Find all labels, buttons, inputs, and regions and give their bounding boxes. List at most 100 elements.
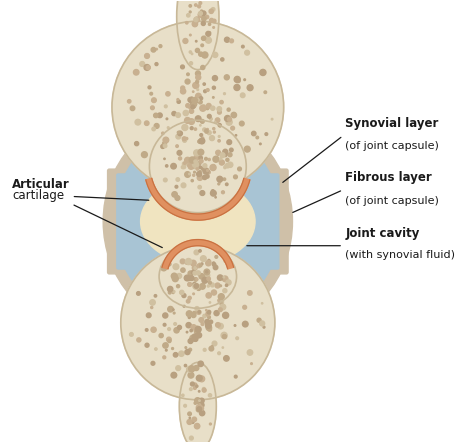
Circle shape	[228, 162, 233, 167]
Circle shape	[201, 66, 205, 70]
Circle shape	[265, 133, 268, 136]
Circle shape	[208, 316, 210, 319]
Circle shape	[190, 127, 193, 130]
Circle shape	[195, 330, 200, 334]
Circle shape	[135, 142, 139, 146]
Circle shape	[146, 313, 151, 318]
Circle shape	[218, 352, 220, 354]
Circle shape	[200, 97, 203, 100]
Text: Articular: Articular	[12, 178, 70, 190]
Circle shape	[215, 197, 216, 198]
Circle shape	[216, 323, 220, 327]
Circle shape	[209, 281, 211, 284]
Circle shape	[220, 285, 221, 287]
Circle shape	[231, 113, 237, 118]
Circle shape	[187, 370, 188, 371]
Circle shape	[203, 128, 206, 132]
Circle shape	[190, 335, 196, 341]
Circle shape	[184, 117, 191, 123]
Circle shape	[213, 52, 218, 58]
Circle shape	[178, 131, 182, 136]
Circle shape	[240, 93, 245, 97]
Circle shape	[203, 164, 207, 168]
Circle shape	[194, 17, 200, 22]
Circle shape	[173, 291, 175, 293]
Circle shape	[188, 163, 194, 169]
Circle shape	[196, 375, 202, 381]
Circle shape	[192, 174, 195, 176]
Circle shape	[201, 256, 206, 261]
Circle shape	[184, 275, 190, 281]
Circle shape	[214, 121, 216, 123]
Circle shape	[196, 336, 197, 338]
Circle shape	[224, 356, 229, 361]
Circle shape	[245, 51, 249, 55]
Circle shape	[168, 339, 171, 342]
Circle shape	[176, 366, 181, 370]
Circle shape	[204, 90, 207, 93]
Circle shape	[192, 21, 198, 27]
Circle shape	[181, 65, 184, 69]
Circle shape	[208, 114, 211, 118]
Circle shape	[137, 291, 140, 295]
Circle shape	[215, 256, 218, 258]
Circle shape	[184, 404, 186, 407]
Circle shape	[145, 343, 149, 347]
FancyBboxPatch shape	[108, 169, 123, 274]
Circle shape	[198, 140, 202, 144]
Circle shape	[217, 176, 223, 182]
Circle shape	[221, 191, 224, 194]
Circle shape	[201, 22, 205, 26]
Circle shape	[219, 294, 224, 299]
Circle shape	[189, 51, 191, 53]
Circle shape	[177, 151, 182, 155]
Circle shape	[208, 260, 210, 261]
Circle shape	[163, 137, 169, 143]
Circle shape	[218, 299, 224, 304]
Circle shape	[159, 334, 163, 338]
Circle shape	[244, 79, 246, 81]
Text: Fibrous layer: Fibrous layer	[345, 171, 432, 184]
Circle shape	[180, 259, 185, 264]
Circle shape	[151, 307, 153, 308]
Circle shape	[226, 119, 232, 125]
Text: (of joint capsule): (of joint capsule)	[345, 196, 439, 206]
Circle shape	[199, 318, 204, 323]
Circle shape	[196, 75, 201, 80]
Circle shape	[215, 283, 220, 288]
Circle shape	[219, 136, 220, 137]
Circle shape	[199, 403, 201, 404]
Circle shape	[196, 278, 198, 280]
Circle shape	[130, 106, 135, 111]
Circle shape	[197, 89, 199, 90]
Circle shape	[227, 140, 232, 144]
Circle shape	[197, 264, 201, 268]
Circle shape	[195, 40, 197, 42]
Circle shape	[202, 105, 206, 109]
Circle shape	[191, 260, 196, 266]
Circle shape	[163, 356, 166, 359]
Circle shape	[200, 284, 205, 289]
Circle shape	[192, 163, 197, 168]
Circle shape	[150, 93, 153, 95]
Circle shape	[212, 19, 216, 23]
Circle shape	[203, 349, 206, 351]
Circle shape	[200, 264, 202, 267]
Circle shape	[213, 128, 215, 130]
Text: Joint cavity: Joint cavity	[345, 227, 419, 240]
Circle shape	[148, 86, 151, 89]
Circle shape	[186, 311, 192, 317]
Circle shape	[197, 407, 201, 412]
Circle shape	[211, 346, 213, 347]
Circle shape	[196, 80, 199, 83]
FancyBboxPatch shape	[272, 169, 288, 274]
Circle shape	[188, 412, 191, 416]
Circle shape	[151, 327, 156, 332]
Circle shape	[179, 157, 182, 160]
Circle shape	[224, 167, 226, 169]
Circle shape	[145, 121, 149, 125]
Circle shape	[189, 348, 191, 351]
Circle shape	[263, 326, 265, 328]
Circle shape	[212, 165, 214, 167]
Circle shape	[206, 130, 208, 132]
